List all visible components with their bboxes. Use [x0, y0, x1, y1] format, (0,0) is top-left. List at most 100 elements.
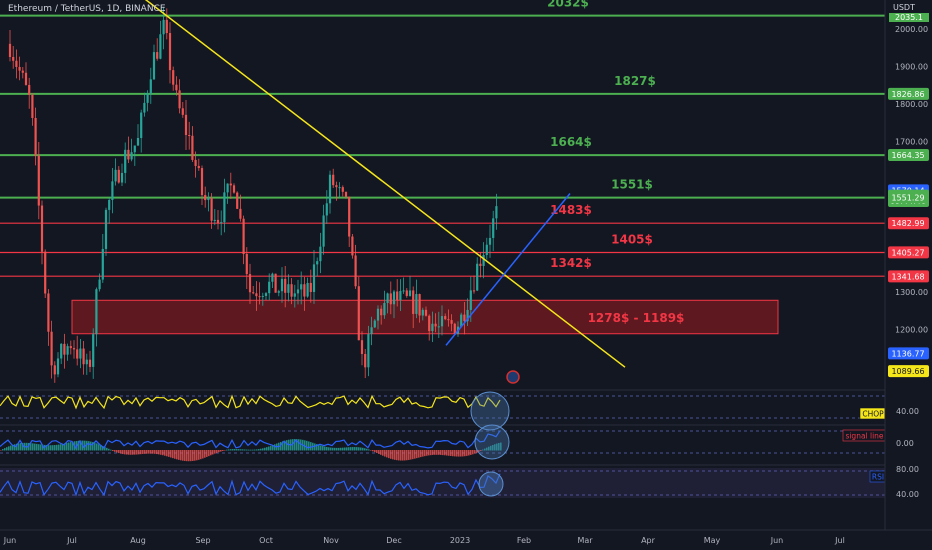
candle-body-0 — [8, 43, 12, 57]
price-tick-3: 1700.00 — [895, 138, 928, 147]
macd-bar-43 — [86, 440, 88, 451]
candle-body-138 — [450, 320, 453, 324]
macd-bar-66 — [132, 450, 134, 455]
macd-bar-25 — [50, 445, 52, 451]
macd-bar-89 — [178, 450, 180, 460]
macd-bar-92 — [184, 450, 186, 461]
macd-bar-126 — [252, 449, 254, 451]
candle-body-103 — [338, 187, 341, 189]
candle-body-21 — [76, 349, 79, 359]
candle-body-149 — [485, 244, 488, 256]
macd-bar-93 — [186, 450, 188, 462]
macd-bar-248 — [496, 443, 498, 451]
candle-body-122 — [399, 290, 402, 301]
candle-body-89 — [293, 293, 296, 297]
level-label-1: 1827$ — [614, 74, 656, 88]
candle-body-72 — [239, 208, 242, 219]
candle-body-105 — [344, 191, 348, 197]
macd-bar-5 — [10, 445, 12, 451]
macd-bar-237 — [474, 450, 476, 454]
macd-bar-175 — [350, 447, 352, 451]
macd-bar-80 — [160, 450, 162, 455]
candle-body-92 — [303, 284, 306, 297]
macd-bar-58 — [116, 450, 118, 453]
candle-body-36 — [124, 149, 127, 173]
candle-body-113 — [370, 327, 373, 335]
macd-bar-82 — [164, 450, 166, 456]
candle-body-22 — [79, 348, 82, 359]
candle-body-121 — [396, 291, 399, 301]
macd-bar-219 — [438, 450, 440, 455]
candle-body-71 — [236, 192, 239, 209]
candle-body-93 — [306, 282, 309, 297]
candle-body-40 — [136, 137, 140, 146]
ascending-trendline[interactable] — [445, 193, 571, 346]
macd-line[interactable] — [0, 430, 501, 450]
macd-bar-191 — [382, 450, 384, 456]
macd-bar-158 — [316, 444, 318, 451]
time-tick-3: Sep — [195, 536, 210, 545]
indicator-label-1[interactable]: signal line — [845, 432, 883, 441]
descending-trendline[interactable] — [142, 0, 626, 368]
time-tick-2: Aug — [130, 536, 146, 545]
macd-bar-40 — [80, 440, 82, 451]
macd-bar-170 — [340, 447, 342, 451]
zone-box[interactable] — [71, 299, 779, 335]
candle-body-139 — [453, 323, 456, 334]
candle-body-88 — [290, 284, 293, 297]
macd-bar-95 — [190, 450, 192, 462]
macd-bar-77 — [154, 450, 156, 454]
macd-bar-20 — [40, 444, 42, 451]
zone-label: 1278$ - 1189$ — [588, 311, 685, 325]
macd-bar-101 — [202, 450, 204, 459]
time-axis[interactable]: Jun Jul Aug Sep Oct Nov Dec 2023 Feb Mar Apr May Jun… — [0, 529, 932, 545]
macd-bar-129 — [258, 449, 260, 451]
candle-body-74 — [245, 254, 248, 275]
macd-bar-10 — [20, 443, 22, 451]
macd-bar-236 — [472, 450, 474, 455]
macd-bar-91 — [182, 450, 184, 461]
macd-bar-116 — [232, 449, 234, 451]
candle-body-45 — [152, 52, 156, 80]
macd-bar-50 — [100, 445, 102, 451]
macd-bar-6 — [12, 444, 14, 451]
macd-bar-128 — [256, 449, 258, 451]
rsi-highlight — [478, 471, 504, 497]
candle-body-62 — [207, 197, 210, 201]
price-axis[interactable]: 2000.00 1900.00 1800.00 1700.00 1300.00 1200.… — [884, 0, 932, 550]
macd-bar-209 — [418, 450, 420, 458]
time-tick-0: Jun — [3, 536, 17, 545]
candle-body-87 — [287, 284, 290, 293]
candle-body-75 — [248, 274, 252, 293]
plot-area[interactable]: 1278$ - 1189$ 2032$ 1827$ 1664$ 1551$ 1483$ 14… — [0, 0, 887, 498]
flag-icon[interactable] — [506, 370, 520, 384]
macd-bar-225 — [450, 450, 452, 457]
indicator-label-2[interactable]: RSI — [872, 473, 884, 482]
macd-bar-224 — [448, 450, 450, 456]
candle-body-99 — [325, 203, 328, 216]
price-tag-bg-0 — [888, 87, 929, 100]
macd-bar-84 — [168, 450, 170, 457]
macd-bar-223 — [446, 450, 448, 456]
price-tag-bg-1 — [888, 149, 929, 162]
price-tag-5: 1551.29 — [891, 194, 924, 203]
candle-body-9 — [37, 155, 40, 206]
candle-body-73 — [242, 218, 245, 255]
macd-bar-234 — [468, 450, 470, 456]
rsi-line[interactable] — [0, 473, 501, 497]
candle-body-111 — [364, 353, 367, 368]
macd-bar-141 — [282, 441, 284, 451]
macd-bar-193 — [386, 450, 388, 458]
chart-title: Ethereum / TetherUS, 1D, BINANCE — [8, 4, 166, 14]
candle-body-80 — [264, 293, 268, 296]
candle-body-41 — [140, 112, 143, 138]
macd-highlight — [474, 424, 510, 460]
macd-bar-67 — [134, 450, 136, 455]
chop-line[interactable] — [0, 394, 501, 410]
macd-bar-18 — [36, 443, 38, 451]
macd-bar-164 — [328, 447, 330, 451]
indicator-label-0[interactable]: CHOP — [862, 410, 884, 419]
macd-bar-174 — [348, 447, 350, 451]
candle-body-126 — [412, 290, 415, 314]
